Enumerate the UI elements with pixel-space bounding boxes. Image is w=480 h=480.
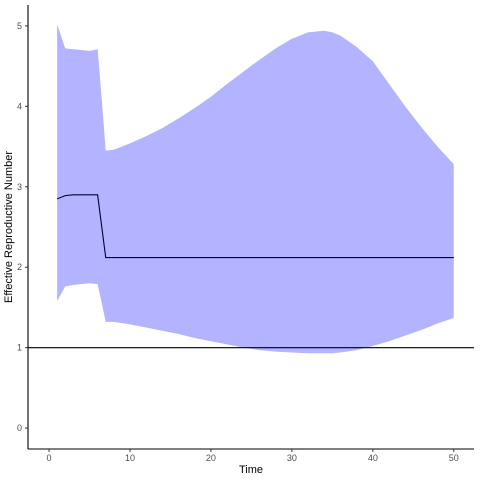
y-tick-label: 1 [17, 343, 22, 353]
y-tick-label: 2 [17, 262, 22, 272]
x-tick-label: 10 [125, 453, 135, 463]
y-tick-label: 0 [17, 423, 22, 433]
x-axis-title: Time [239, 464, 263, 476]
tick-layer: 0 10 20 30 40 50 0 1 2 3 4 5 [17, 21, 459, 463]
y-axis-title: Effective Reproductive Number [3, 151, 15, 303]
estimate-line [56, 194, 454, 259]
axes-layer [27, 5, 474, 450]
estimate-line-layer [56, 194, 454, 259]
y-tick-label: 5 [17, 21, 22, 31]
confidence-band [57, 24, 454, 354]
x-tick-label: 20 [206, 453, 216, 463]
confidence-band-layer [57, 24, 454, 354]
x-tick-label: 40 [368, 453, 378, 463]
x-tick-label: 0 [47, 453, 52, 463]
y-tick-label: 4 [17, 101, 22, 111]
x-tick-label: 30 [287, 453, 297, 463]
y-tick-label: 3 [17, 182, 22, 192]
x-tick-label: 50 [449, 453, 459, 463]
